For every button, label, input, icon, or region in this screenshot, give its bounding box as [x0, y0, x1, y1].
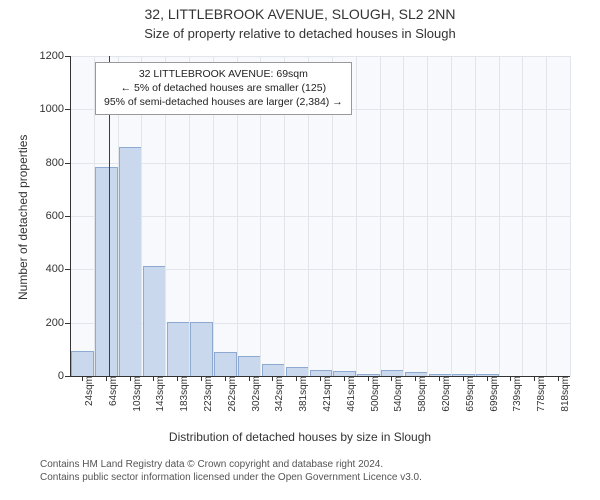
xtick-label: 302sqm	[249, 376, 262, 412]
xtick-label: 540sqm	[391, 376, 404, 412]
annotation-box: 32 LITTLEBROOK AVENUE: 69sqm← 5% of deta…	[95, 62, 352, 115]
plot-area: 02004006008001000120024sqm64sqm103sqm143…	[70, 56, 570, 376]
y-axis-line	[70, 56, 71, 376]
gridline-h	[70, 216, 570, 217]
chart-title: 32, LITTLEBROOK AVENUE, SLOUGH, SL2 2NN	[0, 6, 600, 22]
annotation-line: 95% of semi-detached houses are larger (…	[104, 95, 343, 109]
bar	[286, 367, 309, 376]
xtick-label: 143sqm	[153, 376, 166, 412]
ytick-label: 600	[46, 210, 70, 222]
gridline-v	[546, 56, 547, 376]
xtick-label: 500sqm	[368, 376, 381, 412]
bar	[214, 352, 237, 376]
xtick-label: 262sqm	[225, 376, 238, 412]
chart-container: { "title_main": "32, LITTLEBROOK AVENUE,…	[0, 0, 600, 500]
xtick-label: 580sqm	[415, 376, 428, 412]
gridline-v	[451, 56, 452, 376]
gridline-v	[403, 56, 404, 376]
xtick-label: 461sqm	[344, 376, 357, 412]
x-axis-line	[70, 376, 570, 377]
gridline-v	[570, 56, 571, 376]
xtick-label: 620sqm	[439, 376, 452, 412]
gridline-v	[475, 56, 476, 376]
gridline-v	[380, 56, 381, 376]
xtick-label: 818sqm	[558, 376, 571, 412]
footer-line-2: Contains public sector information licen…	[40, 471, 422, 484]
gridline-v	[356, 56, 357, 376]
gridline-h	[70, 163, 570, 164]
xtick-label: 421sqm	[320, 376, 333, 412]
chart-subtitle: Size of property relative to detached ho…	[0, 26, 600, 41]
ytick-label: 0	[58, 370, 70, 382]
xtick-label: 739sqm	[510, 376, 523, 412]
xtick-label: 103sqm	[130, 376, 143, 412]
gridline-v	[427, 56, 428, 376]
ytick-label: 1200	[40, 50, 70, 62]
bar	[167, 322, 190, 376]
footer-attribution: Contains HM Land Registry data © Crown c…	[40, 458, 422, 484]
gridline-v	[499, 56, 500, 376]
bar	[71, 351, 94, 376]
xtick-label: 778sqm	[534, 376, 547, 412]
xtick-label: 342sqm	[272, 376, 285, 412]
gridline-v	[522, 56, 523, 376]
ytick-label: 400	[46, 263, 70, 275]
ytick-label: 200	[46, 317, 70, 329]
x-axis-label: Distribution of detached houses by size …	[0, 430, 600, 444]
xtick-label: 381sqm	[296, 376, 309, 412]
gridline-h	[70, 56, 570, 57]
bar	[119, 147, 142, 376]
y-axis-label: Number of detached properties	[16, 135, 30, 300]
annotation-line: ← 5% of detached houses are smaller (125…	[104, 81, 343, 95]
xtick-label: 659sqm	[463, 376, 476, 412]
xtick-label: 183sqm	[177, 376, 190, 412]
ytick-label: 800	[46, 157, 70, 169]
xtick-label: 699sqm	[487, 376, 500, 412]
bar	[190, 322, 213, 376]
bar	[262, 364, 285, 376]
bar	[143, 266, 166, 376]
annotation-line: 32 LITTLEBROOK AVENUE: 69sqm	[104, 67, 343, 81]
xtick-label: 64sqm	[106, 376, 119, 406]
footer-line-1: Contains HM Land Registry data © Crown c…	[40, 458, 422, 471]
bar	[238, 356, 261, 376]
xtick-label: 24sqm	[82, 376, 95, 406]
bar	[95, 167, 118, 376]
ytick-label: 1000	[40, 103, 70, 115]
xtick-label: 223sqm	[201, 376, 214, 412]
